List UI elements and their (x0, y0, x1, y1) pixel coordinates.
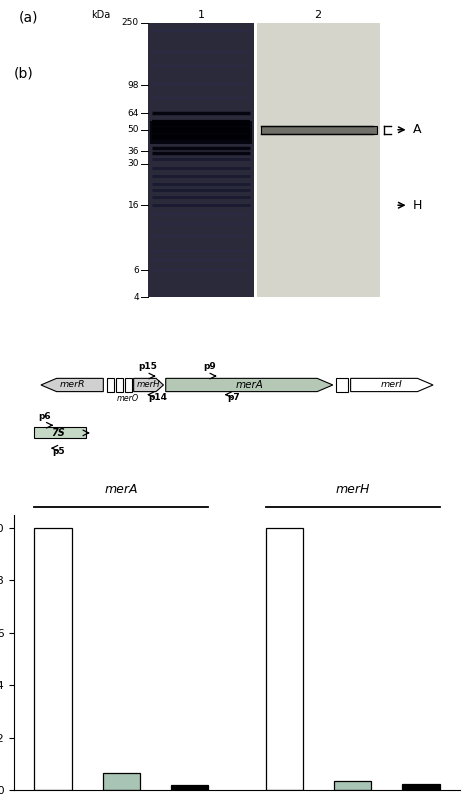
Text: p9: p9 (203, 362, 216, 371)
Bar (125, 378, 132, 392)
Text: p14: p14 (148, 393, 167, 402)
Text: p6: p6 (38, 412, 51, 421)
Text: 1: 1 (198, 10, 205, 20)
Text: 16: 16 (128, 201, 139, 210)
Text: p5: p5 (53, 448, 65, 456)
Text: H: H (413, 199, 422, 211)
Bar (102, 773, 140, 790)
Text: merR: merR (59, 381, 85, 389)
Text: merH: merH (336, 483, 370, 496)
Bar (261, 126, 377, 134)
Bar (150, 121, 252, 144)
FancyArrow shape (166, 378, 333, 392)
Bar (35, 528, 72, 790)
Bar (34, 427, 85, 438)
Text: merH: merH (137, 381, 160, 389)
Bar (266, 528, 303, 790)
Text: (b): (b) (14, 66, 34, 81)
Text: 36: 36 (128, 147, 139, 156)
Text: 64: 64 (128, 109, 139, 118)
FancyArrow shape (41, 378, 103, 392)
Text: kDa: kDa (91, 10, 111, 20)
Text: merO: merO (117, 393, 139, 403)
Bar (334, 781, 372, 790)
Text: (a): (a) (18, 11, 38, 25)
Text: merI: merI (381, 381, 403, 389)
Text: merA: merA (235, 380, 263, 390)
FancyArrow shape (134, 378, 164, 392)
Bar (402, 784, 439, 790)
Text: merA: merA (105, 483, 138, 496)
Text: 6: 6 (133, 266, 139, 275)
Text: 4: 4 (133, 293, 139, 302)
Bar (107, 378, 114, 392)
Text: 30: 30 (128, 159, 139, 168)
Text: A: A (413, 123, 421, 136)
Text: p7: p7 (227, 393, 240, 402)
Text: 250: 250 (122, 18, 139, 27)
Bar (148, 23, 255, 297)
Bar (116, 378, 123, 392)
Bar (171, 784, 208, 790)
Text: 50: 50 (128, 125, 139, 134)
Bar (257, 23, 380, 297)
Text: 2: 2 (315, 10, 322, 20)
Bar (336, 378, 348, 392)
Text: 7S: 7S (51, 428, 65, 438)
Text: 98: 98 (128, 81, 139, 89)
FancyArrow shape (351, 378, 433, 392)
Text: p15: p15 (138, 362, 157, 371)
